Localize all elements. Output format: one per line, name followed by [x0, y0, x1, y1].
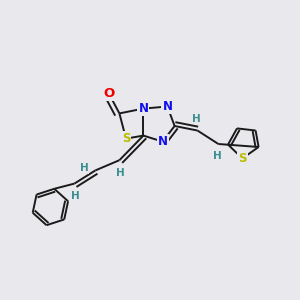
Text: N: N [138, 102, 148, 115]
Text: H: H [192, 113, 201, 124]
Text: N: N [162, 100, 172, 113]
Text: H: H [70, 190, 80, 201]
Text: H: H [80, 163, 88, 173]
Text: O: O [103, 86, 114, 100]
Text: S: S [238, 152, 247, 165]
Text: S: S [122, 132, 130, 145]
Text: N: N [158, 135, 168, 148]
Text: H: H [213, 151, 222, 161]
Text: H: H [116, 168, 125, 178]
